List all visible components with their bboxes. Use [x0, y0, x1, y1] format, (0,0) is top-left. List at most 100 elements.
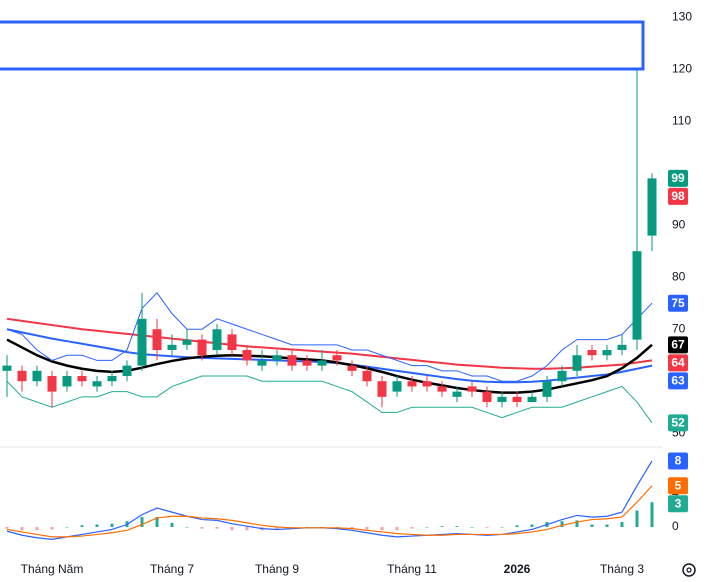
histogram-bar	[215, 526, 219, 529]
histogram-bar	[275, 526, 279, 530]
histogram-bar	[65, 526, 69, 528]
histogram-bar	[95, 524, 99, 527]
price-badge-label: 3	[675, 496, 682, 510]
histogram-bar	[455, 526, 459, 527]
histogram-bar	[350, 526, 354, 529]
histogram-bar	[5, 526, 9, 529]
candle-body	[467, 386, 477, 392]
candle-body	[527, 396, 537, 403]
histogram-bar	[425, 526, 429, 528]
histogram-bar	[515, 525, 519, 527]
price-badge	[668, 477, 688, 495]
candle-body	[167, 344, 177, 351]
price-badge	[668, 495, 688, 513]
price-badge-label: 63	[671, 373, 685, 387]
histogram-bar	[230, 526, 234, 531]
candle-body	[452, 391, 462, 397]
histogram-bar	[440, 526, 444, 527]
histogram-bar	[560, 521, 564, 527]
histogram-bar	[185, 526, 189, 528]
y-tick-label: 0	[672, 519, 679, 533]
histogram-bar	[155, 517, 159, 527]
histogram-bar	[500, 526, 504, 528]
price-badge	[668, 354, 688, 372]
candle-body	[62, 376, 72, 387]
x-tick-label: Tháng 3	[600, 562, 644, 576]
candle-body	[512, 396, 522, 403]
indicator-line	[6, 485, 653, 538]
y-tick-label: 90	[672, 217, 686, 231]
candle-body	[182, 339, 192, 345]
y-tick-label: 70	[672, 321, 686, 335]
histogram-bar	[380, 526, 384, 531]
candle-body	[572, 355, 582, 371]
settings-icon[interactable]	[682, 563, 696, 577]
candle-body	[332, 355, 342, 361]
indicator-line	[6, 375, 653, 424]
price-badge-label: 98	[671, 189, 685, 203]
candle-body	[227, 334, 237, 351]
candle-body	[602, 350, 612, 356]
candle-body	[2, 365, 12, 371]
candle-body	[362, 370, 372, 382]
price-badge-label: 8	[675, 454, 682, 468]
candle-body	[302, 360, 312, 366]
candle-body	[77, 376, 87, 382]
candle-body	[257, 360, 267, 366]
price-badge	[668, 169, 688, 187]
x-tick-label: Tháng 9	[255, 562, 299, 576]
y-tick-label: 80	[672, 269, 686, 283]
indicator-line	[6, 292, 653, 382]
candle-body	[242, 350, 252, 361]
price-badge	[668, 294, 688, 312]
histogram-bar	[605, 524, 609, 527]
histogram-bar	[200, 526, 204, 529]
candle-body	[287, 355, 297, 366]
price-badge-label: 67	[671, 337, 685, 351]
histogram-bar	[245, 526, 249, 531]
candle-body	[407, 381, 417, 387]
price-badge	[668, 187, 688, 205]
x-tick-label: Tháng Năm	[21, 562, 84, 576]
candle-body	[632, 251, 642, 340]
histogram-bar	[575, 520, 579, 527]
candle-body	[317, 360, 327, 366]
candle-body	[212, 329, 222, 351]
candle-body	[377, 381, 387, 397]
price-badge	[668, 372, 688, 390]
indicator-line	[6, 328, 653, 384]
histogram-bar	[470, 526, 474, 528]
histogram-bar	[20, 526, 24, 531]
candle-body	[152, 329, 162, 351]
y-tick-label: 110	[672, 113, 691, 127]
histogram-bar	[395, 526, 399, 531]
candle-body	[437, 386, 447, 392]
price-badge	[668, 414, 688, 432]
candle-body	[497, 396, 507, 403]
price-badge-label: 5	[675, 478, 682, 492]
candle-body	[107, 376, 117, 382]
y-tick-label: 120	[672, 61, 692, 75]
candle-body	[347, 365, 357, 371]
candle-body	[272, 355, 282, 361]
candle-body	[617, 344, 627, 351]
histogram-bar	[650, 502, 654, 527]
x-tick-label: 2026	[504, 562, 531, 576]
candle-body	[32, 370, 42, 382]
candle-body	[197, 339, 207, 356]
price-badge	[668, 336, 688, 354]
histogram-bar	[110, 523, 114, 527]
candle-body	[92, 381, 102, 387]
histogram-bar	[50, 526, 54, 530]
candle-body	[122, 365, 132, 377]
candle-body	[392, 381, 402, 392]
histogram-bar	[590, 524, 594, 527]
histogram-bar	[530, 524, 534, 527]
candle-body	[587, 350, 597, 356]
indicator-line	[6, 317, 653, 370]
candle-body	[647, 178, 657, 236]
price-badge-label: 64	[671, 355, 685, 369]
price-badge-label: 75	[671, 296, 685, 310]
candle-body	[557, 370, 567, 382]
